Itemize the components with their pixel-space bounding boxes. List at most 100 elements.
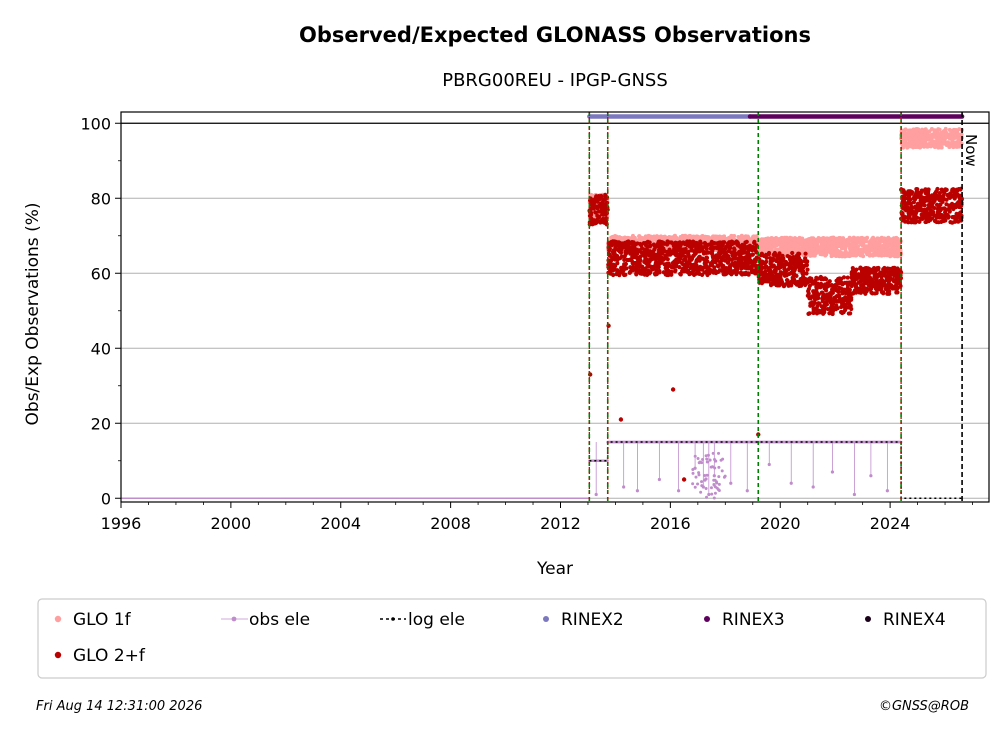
glo-1f-point: [820, 243, 825, 248]
glo-2f-point: [830, 304, 836, 310]
glo-2f-point: [611, 272, 616, 278]
glo-2f-point: [777, 251, 782, 256]
glo-2f-point: [952, 203, 957, 208]
glo-2f-point: [863, 266, 868, 271]
glo-2f-point: [761, 253, 767, 259]
glo-2f-point: [827, 295, 833, 300]
glo-2f-point: [939, 219, 944, 224]
glo-2f-point: [677, 265, 682, 270]
glo-2f-point: [721, 263, 726, 268]
glo-2f-point: [596, 215, 601, 220]
glo-2f-point: [635, 251, 640, 256]
glo-2f-point: [794, 282, 799, 287]
glo-2f-point: [829, 309, 834, 315]
glo-1f-point: [816, 239, 821, 244]
glo-1f-point: [804, 241, 809, 246]
glo-2f-point: [827, 279, 832, 284]
glo-2f-point: [777, 282, 782, 287]
glo-2f-point: [685, 264, 690, 269]
glo-2f-point: [726, 254, 731, 259]
glo-2f-point: [886, 285, 891, 291]
glo-1f-point: [638, 235, 643, 240]
glo-2f-point: [617, 272, 622, 278]
glo-2f-point: [703, 261, 708, 266]
glo-2f-point: [600, 200, 605, 205]
glo-1f-point: [952, 144, 957, 149]
glo-2f-point: [661, 246, 666, 251]
glo-1f-point: [915, 132, 920, 137]
glo-2f-point: [747, 257, 752, 263]
glo-2f-point: [798, 259, 803, 264]
glo-1f-point: [698, 235, 703, 240]
glo-1f-point: [805, 247, 810, 252]
glo-1f-point: [718, 235, 723, 240]
glo-2f-point: [918, 198, 923, 204]
glo-2f-point: [682, 257, 687, 262]
glo-1f-point: [783, 236, 788, 241]
obs-ele-point: [704, 477, 708, 481]
glo-2f-point: [689, 256, 694, 261]
glo-1f-point: [858, 247, 863, 252]
obs-ele-point: [693, 454, 697, 458]
glo-1f-point: [613, 233, 618, 238]
glo-1f-point: [956, 132, 961, 137]
glo-2f-point: [935, 210, 940, 215]
glo-2f-point: [793, 259, 798, 264]
glo-2f-point: [662, 262, 667, 267]
glo-2f-point: [784, 281, 790, 286]
glo-2f-point: [743, 240, 748, 245]
glo-2f-point: [742, 250, 747, 255]
glo-2f-point: [739, 243, 744, 249]
glo-2f-point: [761, 265, 766, 270]
glo-1f-point: [836, 253, 841, 258]
glo-2f-point: [629, 257, 634, 262]
glo-1f-point: [927, 129, 932, 134]
glo-1f-point: [832, 250, 837, 255]
glo-1f-point: [778, 237, 783, 242]
glo-2f-point: [840, 291, 845, 296]
glo-2f-point: [952, 214, 957, 220]
obs-ele-drop-point: [594, 492, 598, 497]
glo-2f-point: [734, 239, 739, 244]
obs-ele-point: [705, 495, 709, 499]
obs-ele-drop-point: [635, 489, 640, 493]
glo-2f-point: [847, 287, 852, 292]
glo-2f-point: [894, 279, 899, 284]
glo-1f-point: [619, 235, 624, 240]
glo-1f-point: [901, 145, 906, 150]
glo-2f-point: [702, 241, 707, 246]
glo-1f-point: [955, 140, 960, 145]
glo-2f-point: [700, 267, 705, 272]
glo-2f-point: [611, 251, 616, 256]
glo-2f-point: [608, 261, 613, 266]
glo-2f-point: [689, 263, 695, 268]
gridlines: [121, 122, 989, 499]
glo-2f-point: [812, 290, 817, 296]
glo-2f-point: [656, 265, 661, 270]
glo-1f-point: [941, 139, 946, 144]
glo-2f-point: [766, 252, 771, 257]
glo-1f-point: [835, 242, 840, 247]
obs-ele-point: [701, 458, 705, 462]
glo-1f-point: [876, 236, 881, 241]
glo-2f-point: [832, 295, 837, 300]
obs-ele-point: [713, 491, 717, 495]
glo-2f-point: [803, 251, 808, 256]
obs-ele-point: [697, 473, 701, 477]
glo-1f-point: [948, 141, 953, 146]
glo-2f-point: [856, 288, 861, 293]
glo-2f-point: [704, 250, 709, 255]
glo-2f-point: [865, 278, 870, 283]
glo-1f-point: [825, 236, 830, 241]
glo-2f-point: [661, 270, 666, 275]
glo-2f-point: [737, 259, 743, 264]
glo-1f-point: [813, 242, 818, 247]
glo-2f-point: [822, 307, 827, 312]
glo-1f-point: [904, 137, 909, 142]
glo-1f-point: [885, 246, 890, 251]
glo-1f-point: [858, 236, 863, 241]
glo-2f-point: [782, 262, 788, 267]
glo-1f-point: [900, 128, 905, 133]
glo-1f-point: [953, 127, 958, 132]
obs-ele-point: [691, 471, 695, 475]
